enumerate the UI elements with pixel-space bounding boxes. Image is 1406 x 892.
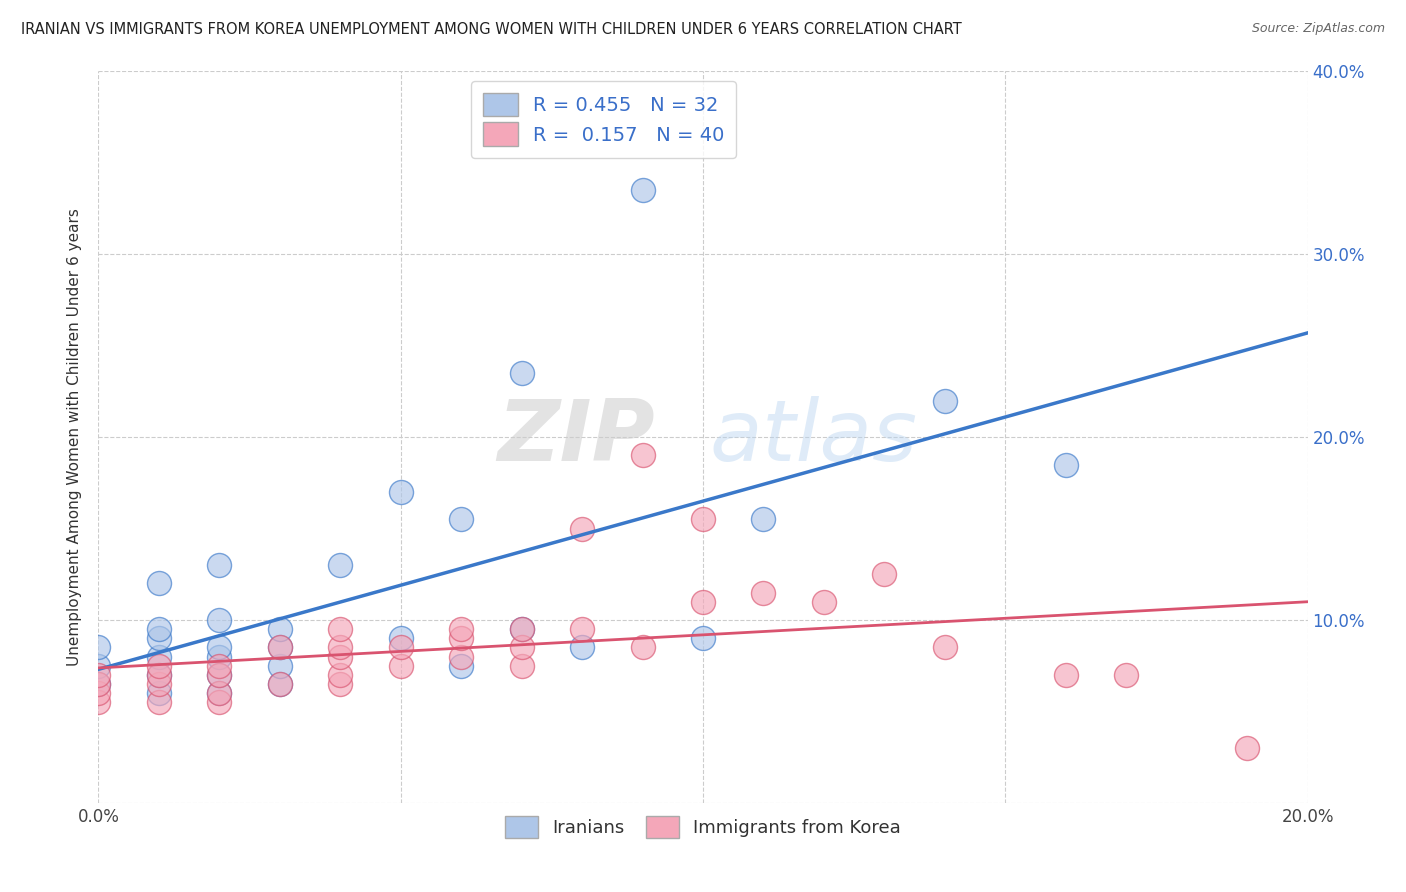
Point xyxy=(148,622,170,636)
Point xyxy=(1054,458,1077,472)
Point xyxy=(329,558,352,573)
Point xyxy=(208,686,231,700)
Point xyxy=(1115,667,1137,681)
Point xyxy=(269,658,291,673)
Point xyxy=(571,640,593,655)
Point xyxy=(148,677,170,691)
Point xyxy=(208,667,231,681)
Point xyxy=(873,567,896,582)
Point xyxy=(1054,667,1077,681)
Point xyxy=(450,649,472,664)
Y-axis label: Unemployment Among Women with Children Under 6 years: Unemployment Among Women with Children U… xyxy=(67,208,83,666)
Point xyxy=(329,649,352,664)
Point xyxy=(148,649,170,664)
Point xyxy=(148,632,170,646)
Point xyxy=(692,594,714,608)
Point xyxy=(631,448,654,462)
Point xyxy=(450,622,472,636)
Point xyxy=(510,640,533,655)
Point xyxy=(934,640,956,655)
Point xyxy=(329,640,352,655)
Point xyxy=(389,658,412,673)
Point xyxy=(571,521,593,535)
Point xyxy=(87,640,110,655)
Point xyxy=(329,622,352,636)
Point xyxy=(269,622,291,636)
Point xyxy=(571,622,593,636)
Point xyxy=(208,558,231,573)
Point xyxy=(87,695,110,709)
Point xyxy=(208,686,231,700)
Text: Source: ZipAtlas.com: Source: ZipAtlas.com xyxy=(1251,22,1385,36)
Text: IRANIAN VS IMMIGRANTS FROM KOREA UNEMPLOYMENT AMONG WOMEN WITH CHILDREN UNDER 6 : IRANIAN VS IMMIGRANTS FROM KOREA UNEMPLO… xyxy=(21,22,962,37)
Point xyxy=(450,512,472,526)
Point xyxy=(389,632,412,646)
Point xyxy=(269,640,291,655)
Point xyxy=(510,622,533,636)
Point xyxy=(692,632,714,646)
Point xyxy=(208,658,231,673)
Point xyxy=(148,667,170,681)
Point xyxy=(510,366,533,380)
Point xyxy=(510,622,533,636)
Legend: Iranians, Immigrants from Korea: Iranians, Immigrants from Korea xyxy=(498,808,908,845)
Text: ZIP: ZIP xyxy=(498,395,655,479)
Point xyxy=(148,667,170,681)
Point xyxy=(148,686,170,700)
Point xyxy=(269,640,291,655)
Point xyxy=(813,594,835,608)
Point xyxy=(752,512,775,526)
Point xyxy=(87,658,110,673)
Point xyxy=(329,677,352,691)
Point xyxy=(148,695,170,709)
Point xyxy=(208,649,231,664)
Point xyxy=(87,667,110,681)
Point xyxy=(631,640,654,655)
Point xyxy=(450,632,472,646)
Point xyxy=(208,667,231,681)
Point xyxy=(389,640,412,655)
Point xyxy=(934,393,956,408)
Point xyxy=(692,512,714,526)
Point xyxy=(631,183,654,197)
Point xyxy=(389,485,412,500)
Point xyxy=(87,686,110,700)
Point xyxy=(752,585,775,599)
Point xyxy=(148,576,170,591)
Point xyxy=(148,658,170,673)
Point xyxy=(329,667,352,681)
Point xyxy=(510,658,533,673)
Point xyxy=(208,640,231,655)
Point xyxy=(208,695,231,709)
Point xyxy=(87,677,110,691)
Point xyxy=(208,613,231,627)
Point xyxy=(87,677,110,691)
Point xyxy=(450,658,472,673)
Point xyxy=(269,677,291,691)
Point xyxy=(269,677,291,691)
Point xyxy=(1236,740,1258,755)
Text: atlas: atlas xyxy=(709,395,917,479)
